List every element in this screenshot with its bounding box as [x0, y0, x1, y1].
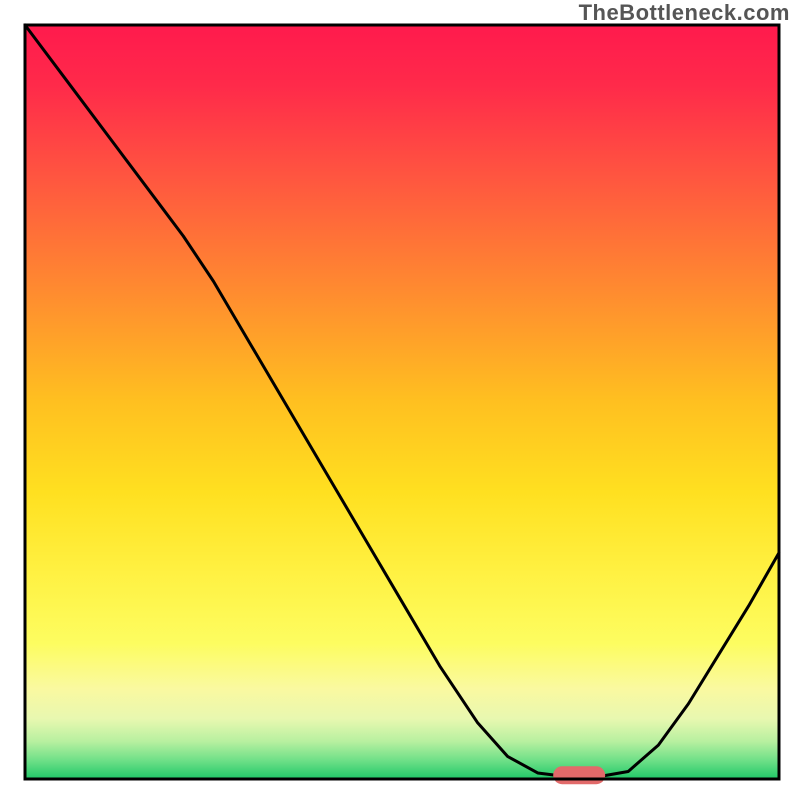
bottleneck-chart [0, 0, 800, 800]
chart-container: TheBottleneck.com [0, 0, 800, 800]
watermark-text: TheBottleneck.com [579, 0, 790, 26]
plot-background [25, 25, 779, 779]
optimum-marker [553, 766, 605, 784]
